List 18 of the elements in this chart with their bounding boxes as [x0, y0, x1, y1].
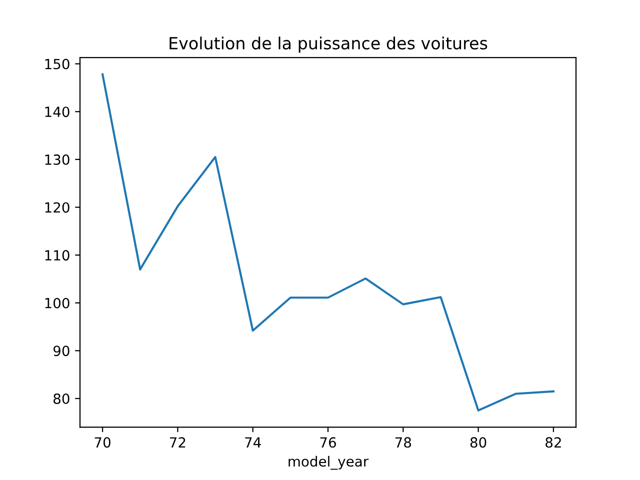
x-tick-label: 76	[320, 437, 336, 448]
y-tick-label: 100	[45, 298, 70, 308]
chart-title: Evolution de la puissance des voitures	[170, 36, 488, 53]
y-tick-label: 140	[45, 106, 70, 118]
y-tick-label: 130	[45, 154, 70, 165]
x-tick-label: 72	[170, 437, 186, 448]
line-series	[102, 73, 554, 412]
x-tick-label: 74	[245, 437, 261, 448]
x-tick-label: 82	[546, 437, 561, 448]
y-tick-label: 90	[53, 346, 70, 356]
y-tick-label: 120	[45, 202, 70, 213]
x-tick-label: 70	[94, 437, 110, 448]
x-tick-label: 78	[395, 437, 412, 448]
y-tick-label: 110	[45, 250, 70, 261]
y-tick-label: 150	[45, 58, 70, 70]
y-tick-label: 80	[54, 393, 70, 404]
x-tick-label: 80	[470, 437, 486, 448]
x-axis-title: model_year	[288, 456, 369, 470]
